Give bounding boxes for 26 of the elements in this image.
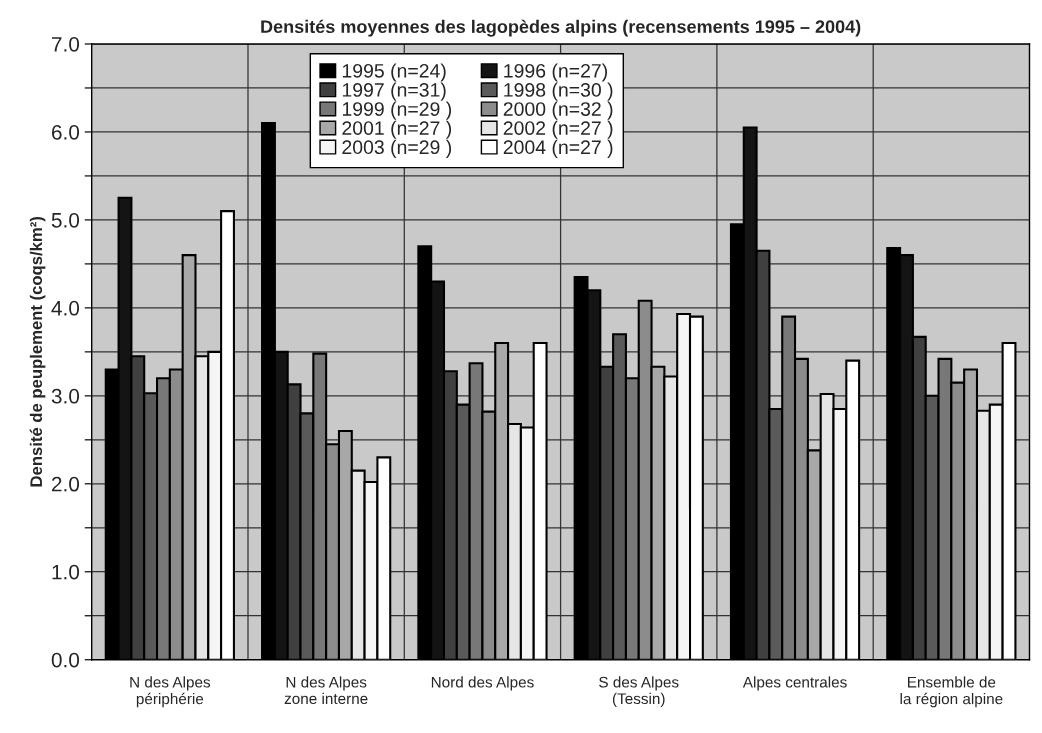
legend-label: 2000 (n=32 ) [503, 101, 613, 120]
legend-label: 1998 (n=30 ) [504, 82, 613, 101]
x-tick-label: N des Alpes périphérie [130, 676, 211, 708]
y-tick-label: 1.0 [52, 564, 80, 580]
legend-label: 1995 (n=24) [342, 63, 446, 82]
y-tick-label: 0.0 [51, 652, 80, 668]
x-tick-label: Nord des Alpes [431, 676, 534, 691]
x-tick-label: N des Alpes zone interne [284, 676, 368, 705]
legend-label: 2001 (n=27 ) [342, 120, 452, 139]
legend-label: 2003 (n=29 ) [342, 139, 452, 158]
y-axis-title: Densité de peuplement (coqs/km²) [29, 216, 46, 487]
y-tick-label: 4.0 [51, 300, 80, 316]
y-tick-label: 2.0 [51, 476, 80, 492]
legend-label: 2002 (n=27 ) [503, 120, 613, 139]
legend-label: 1996 (n=27) [504, 63, 607, 82]
x-tick-label: S des Alpes (Tessin) [599, 676, 679, 708]
legend-label: 1999 (n=29 ) [342, 101, 452, 120]
legend-label: 1997 (n=31) [342, 82, 446, 101]
y-tick-label: 3.0 [51, 388, 80, 404]
legend-label: 2004 (n=27 ) [503, 139, 613, 158]
chart-title: Densités moyennes des lagopèdes alpins (recensements 1995 – 2004) [261, 19, 861, 37]
y-tick-label: 5.0 [51, 212, 80, 228]
y-tick-label: 6.0 [51, 124, 80, 140]
y-tick-label: 7.0 [52, 36, 80, 52]
x-tick-label: Ensemble de la région alpine [900, 676, 1003, 708]
x-tick-label: Alpes centrales [742, 676, 847, 691]
